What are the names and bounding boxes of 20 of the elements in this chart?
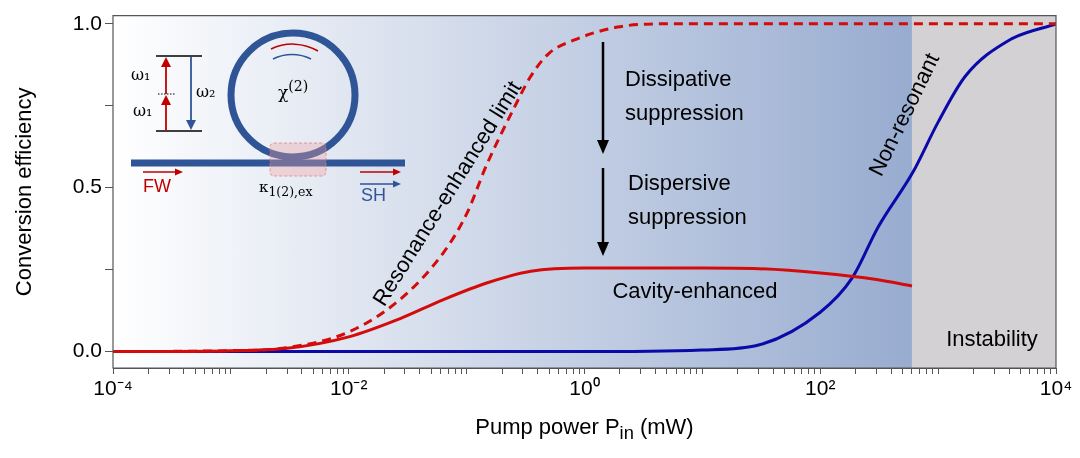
annotation: Dispersive suppression — [628, 169, 748, 231]
y-tick-label: 0.5 — [72, 174, 102, 198]
annotation: Dissipative suppression — [625, 65, 745, 127]
x-axis-title: Pump power P$_{in}$ (mW) — [474, 414, 695, 445]
x-tick-label: 10⁻² — [330, 376, 368, 400]
x-tick-label: 10² — [805, 376, 836, 400]
x-tick-label: 10⁻⁴ — [93, 376, 133, 400]
x-tick-label: 10⁴ — [1039, 376, 1073, 400]
annotation: FW — [143, 176, 171, 197]
band-label: Instability — [946, 326, 1038, 352]
series-label: Cavity-enhanced — [612, 278, 778, 304]
y-tick-label: 1.0 — [72, 10, 102, 34]
annotation: ω₂ — [196, 82, 216, 101]
annotation: κ$_{1(2),ex}$ — [259, 178, 313, 199]
annotation: χ$^{(2)}$ — [278, 78, 309, 102]
y-axis-title: Conversion efficiency — [11, 87, 37, 297]
x-tick-label: 10⁰ — [569, 376, 600, 400]
annotation: ω₁ — [131, 65, 151, 84]
annotation: ω₁ — [133, 101, 153, 120]
y-tick-label: 0.0 — [72, 338, 102, 362]
